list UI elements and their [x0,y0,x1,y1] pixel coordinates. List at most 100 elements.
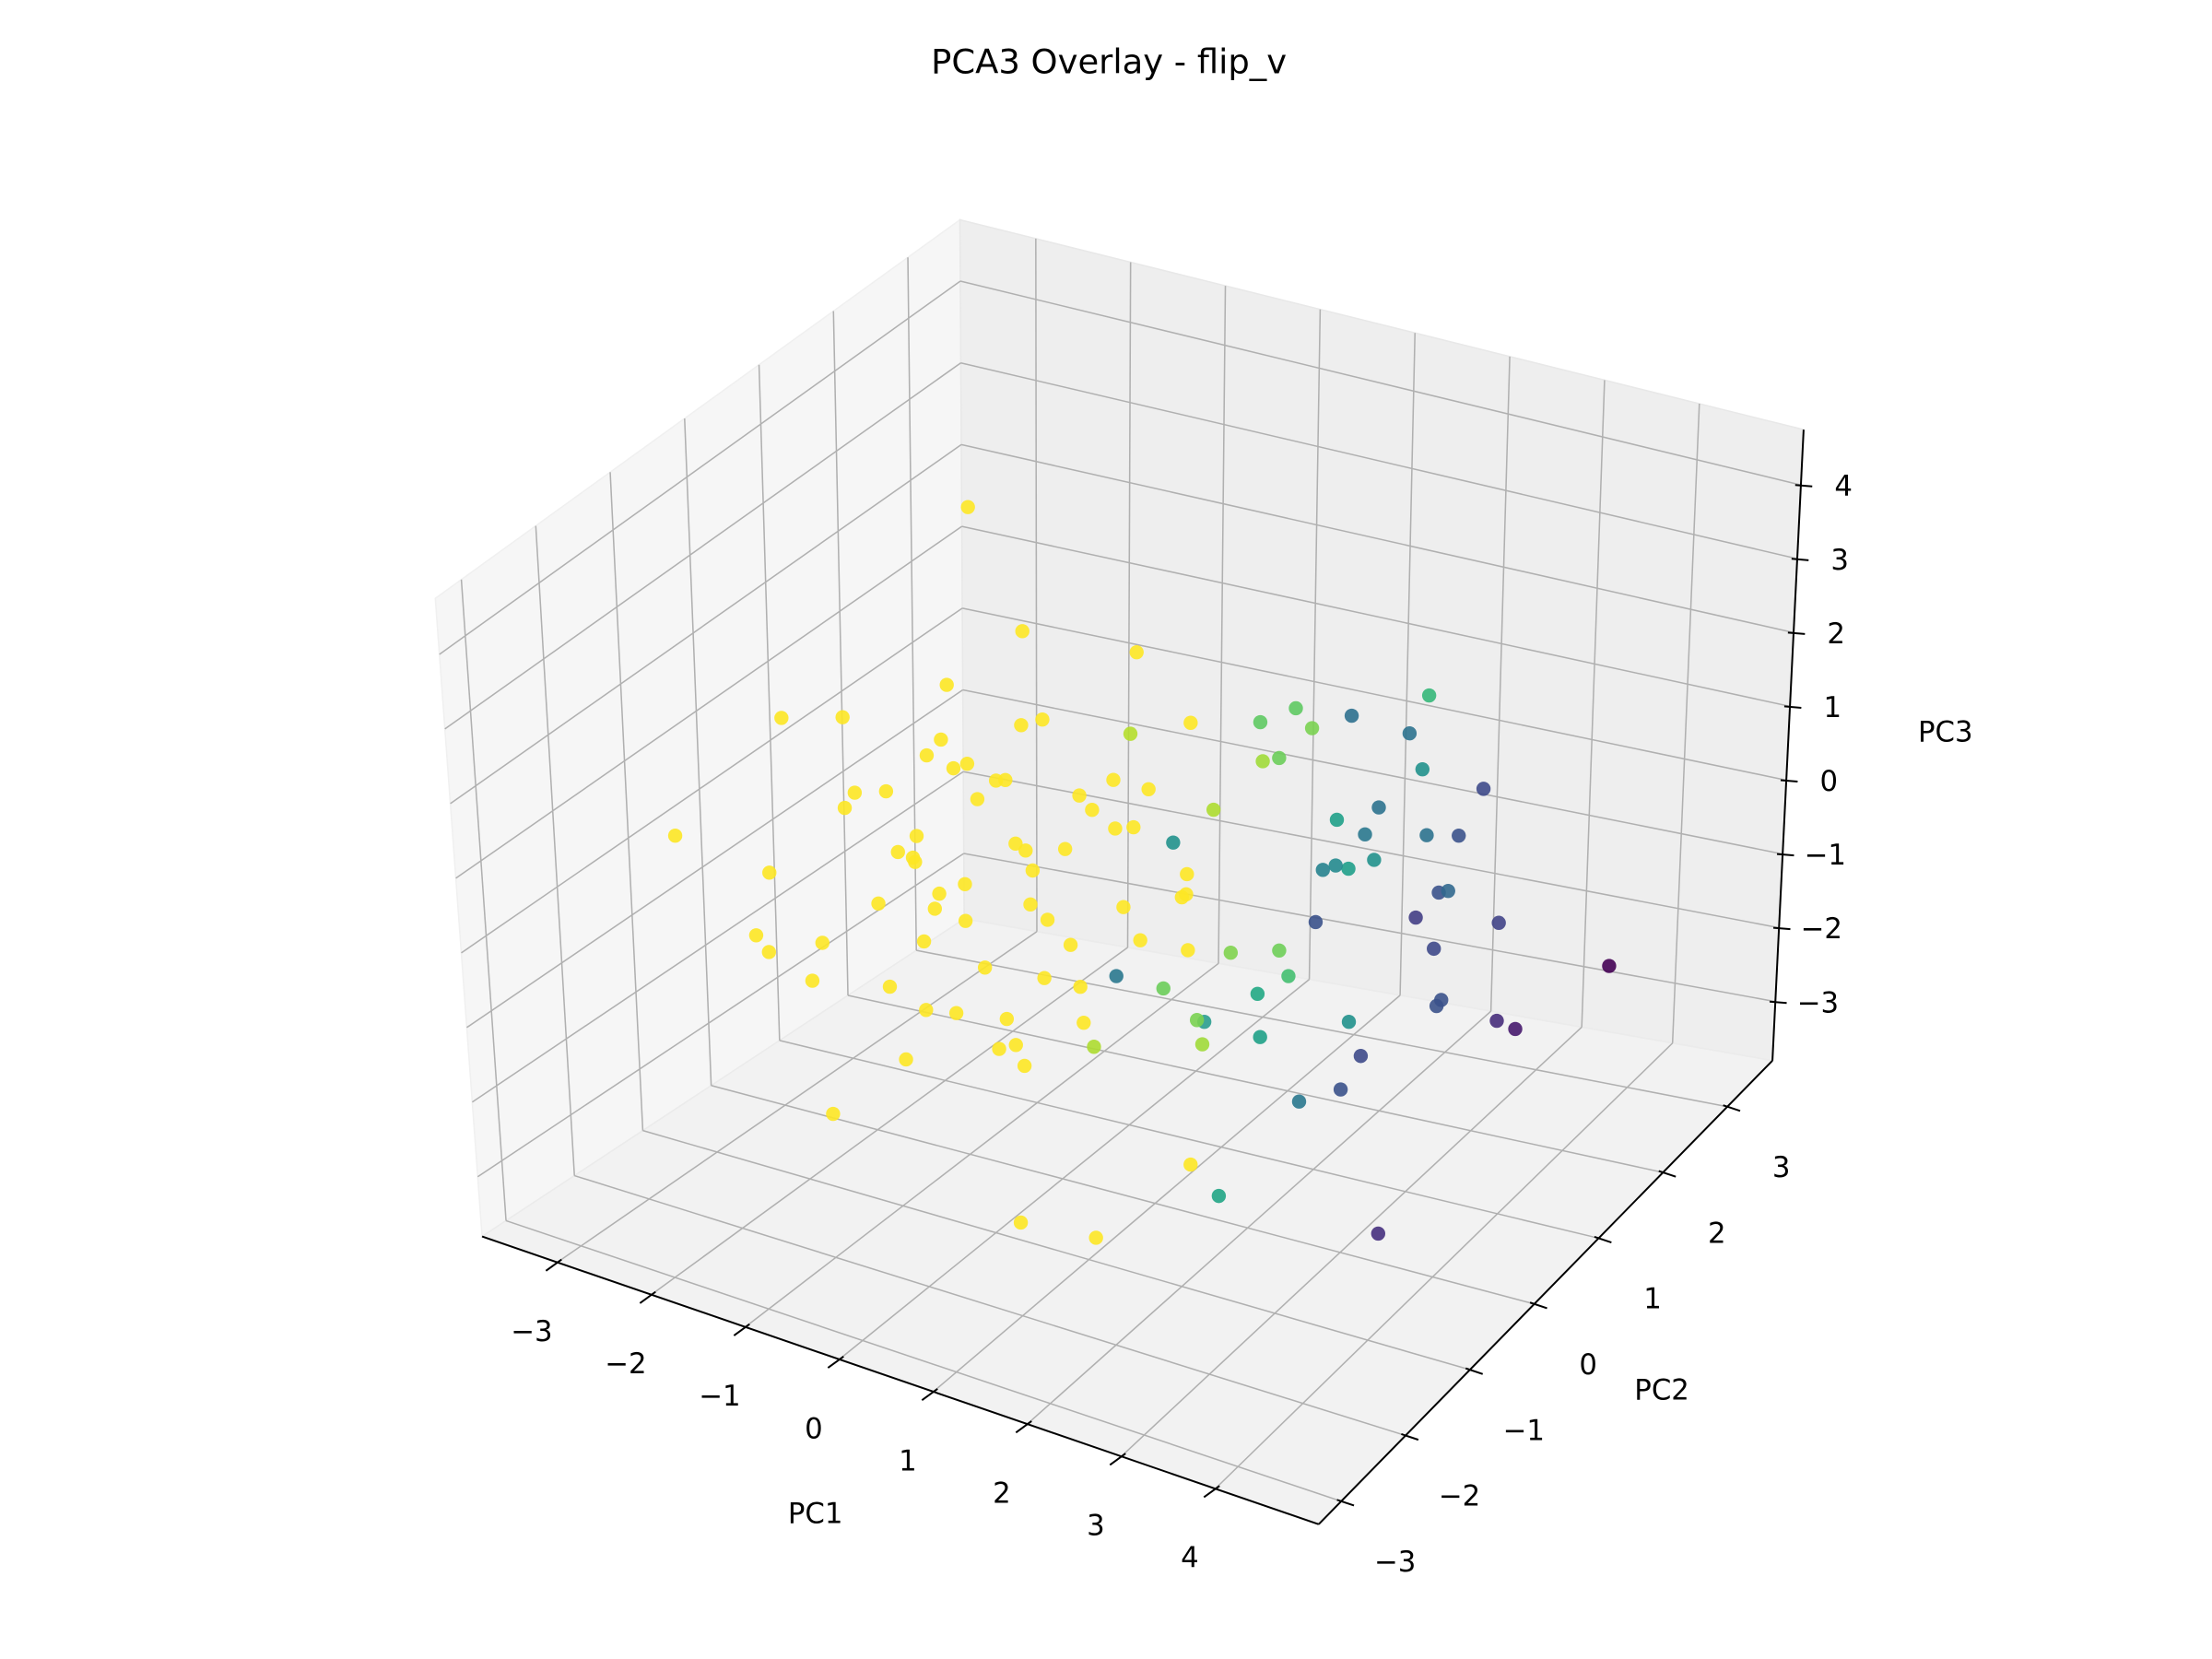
point [1126,819,1141,835]
point [1358,827,1372,842]
point [1174,889,1189,905]
y-tick-label: 3 [1772,1151,1791,1184]
grid-line [847,994,1664,1173]
point [1281,969,1296,983]
point [837,800,853,816]
grid-line [461,607,963,954]
point [667,829,683,843]
point [1421,688,1437,703]
z-tick [1780,779,1798,783]
point [1223,945,1239,960]
point [1008,836,1023,852]
grid-line [1489,356,1511,1012]
point [1072,788,1087,803]
point [1129,644,1144,660]
x-tick [1015,1420,1032,1434]
point [826,1106,841,1122]
point [1106,772,1121,787]
grid-line [450,443,962,805]
grid-line [959,280,1802,486]
point [1063,937,1078,952]
grid-line [916,949,1728,1108]
z-tick [1770,1000,1787,1005]
grid-line [505,1219,1342,1502]
point [1194,1037,1210,1052]
point [1057,841,1073,856]
point [1371,800,1386,815]
point [1419,828,1434,842]
point [762,865,777,880]
point [1008,1038,1023,1053]
point [1367,853,1382,867]
grid-line [651,947,1128,1296]
grid-line [1399,333,1416,995]
point [1166,835,1181,850]
grid-line [1218,286,1227,964]
point [970,792,985,806]
point [960,500,975,514]
grid-line [535,525,576,1176]
x-tick [1109,1453,1126,1466]
z-tick [1791,558,1809,561]
grid-line [933,994,1401,1393]
point [1180,866,1194,882]
point [1116,900,1131,914]
y-tick [1723,1104,1741,1112]
point [1018,843,1033,858]
grid-line [609,472,644,1131]
point [977,960,993,975]
point [1014,718,1029,733]
point [1402,725,1418,741]
point [1304,721,1320,735]
point [1255,754,1270,769]
point [909,829,924,843]
point [1489,1013,1504,1029]
z-tick-label: 0 [1819,765,1838,798]
z-tick-label: 1 [1823,691,1841,724]
point [1189,1013,1205,1028]
point [934,732,948,747]
grid-line [1215,1042,1674,1489]
x-tick-label: −1 [699,1380,740,1413]
point [1023,897,1038,912]
point [878,783,894,799]
grid-line [642,1129,1471,1371]
point [1183,715,1198,730]
grid-line [758,364,781,1041]
grid-line [1126,262,1132,948]
point [1353,1049,1369,1064]
y-tick-label: 0 [1579,1348,1597,1382]
point [1085,803,1100,818]
grid-line [471,771,964,1103]
point [1250,986,1265,1002]
point [916,934,932,949]
point [1272,943,1287,958]
z-tick-label: 4 [1834,470,1853,503]
point [1452,828,1466,843]
x-tick-label: −2 [605,1347,646,1381]
point [958,877,972,892]
point [1037,971,1052,985]
point [1491,915,1506,930]
grid-line [779,1040,1599,1240]
grid-line [455,525,963,879]
point [1272,750,1287,766]
grid-line [1035,238,1038,932]
point [1344,708,1359,724]
grid-line [839,979,1311,1360]
point [1371,1226,1386,1241]
point [1602,959,1617,973]
grid-line [960,443,1794,634]
grid-line [439,280,961,655]
point [1328,858,1343,873]
x-tick-label: 0 [805,1412,823,1445]
point [1253,714,1268,730]
y-tick [1465,1367,1484,1375]
point [1291,1094,1307,1109]
x-tick [827,1355,844,1369]
grid-line [711,1085,1535,1305]
x-tick-label: −3 [511,1315,552,1348]
point [959,756,975,771]
point [1308,914,1324,930]
point [939,677,954,692]
